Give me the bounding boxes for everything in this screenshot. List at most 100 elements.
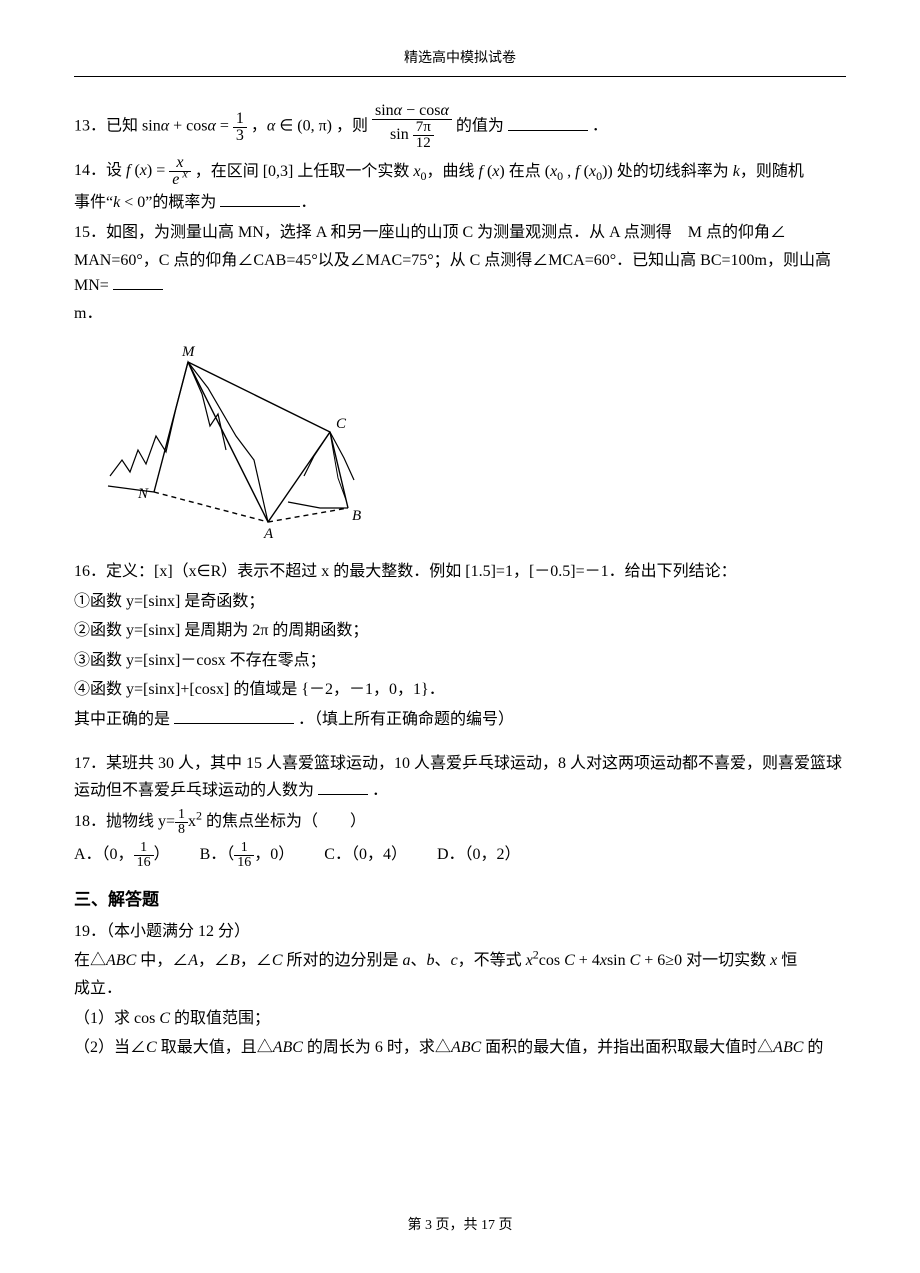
question-19-line3: 成立． [74, 976, 846, 1002]
mountain-svg: M N A B C [68, 340, 368, 540]
q18-option-b: B．（ 1 16 ，0） [200, 841, 295, 870]
q13-frac2: sinα − cosα sin 7π 12 [372, 103, 452, 151]
q18-a-num: 1 [134, 841, 154, 856]
q14-l2b: ”的概率为 [145, 194, 216, 211]
question-18-options: A．（0， 1 16 ） B．（ 1 16 ，0） C．（0，4） D．（0，2… [74, 841, 846, 870]
header-text: 精选高中模拟试卷 [404, 51, 516, 66]
q19-l3: 成立． [74, 980, 122, 997]
q13-frac2-inner-den: 12 [413, 136, 434, 151]
svg-text:M: M [181, 344, 196, 360]
q13-tail: 的值为 [456, 118, 504, 135]
q19-l1: 19．（本小题满分 12 分） [74, 923, 250, 940]
question-14-line2: 事件“k < 0”的概率为 ． [74, 190, 846, 216]
q14-mid1: ，在区间 [0,3] 上任取一个实数 x0，曲线 f (x) 在点 (x0 , … [195, 163, 804, 180]
q14-fx-frac: x e x [169, 155, 190, 188]
page-footer: 第 3 页，共 17 页 [0, 1215, 920, 1237]
q18-b-l: B．（ [200, 846, 235, 863]
q14-prefix: 14．设 [74, 163, 122, 180]
q18-tail: x2 的焦点坐标为（ ） [188, 813, 366, 830]
q18-a-r: ） [154, 846, 170, 863]
q18-option-d: D．（0，2） [437, 842, 521, 868]
q15-t1: 15．如图，为测量山高 MN，选择 A 和另一座山的山顶 C 为测量观测点．从 … [74, 224, 786, 241]
question-16-item1: ①函数 y=[sinx] 是奇函数； [74, 589, 846, 615]
q17-l2a: 运动但不喜爱乒乓球运动的人数为 [74, 782, 314, 799]
q13-frac2-num: sinα − cosα [372, 103, 452, 120]
q18-den: 8 [175, 823, 188, 837]
q19-p1: （1）求 cos C 的取值范围； [74, 1010, 270, 1027]
q13-alpha-in: ，α ∈ (0, π) [251, 118, 332, 135]
q13-period: ． [592, 118, 608, 135]
spacer [74, 737, 846, 751]
question-19-line1: 19．（本小题满分 12 分） [74, 919, 846, 945]
q13-frac2-den: sin 7π 12 [372, 120, 452, 151]
q18-b-frac: 1 16 [234, 841, 254, 870]
q14-l2a: 事件“ [74, 194, 113, 211]
svg-text:A: A [263, 526, 274, 540]
q17-l1: 17．某班共 30 人，其中 15 人喜爱篮球运动，10 人喜爱乒乓球运动，8 … [74, 755, 842, 772]
q18-a-l: A．（0， [74, 846, 134, 863]
q13-frac2-inner-num: 7π [413, 120, 434, 136]
q18-frac: 1 8 [175, 808, 188, 837]
exam-page: 精选高中模拟试卷 13．已知 sinα + cosα = 1 3 ，α ∈ (0… [0, 0, 920, 1273]
q18-b-num: 1 [234, 841, 254, 856]
q13-blank [508, 116, 588, 131]
question-19-part1: （1）求 cos C 的取值范围； [74, 1006, 846, 1032]
question-19-part2: （2）当∠C 取最大值，且△ABC 的周长为 6 时，求△ABC 面积的最大值，… [74, 1035, 846, 1061]
q13-eq1-lhs: sinα + cosα = [142, 118, 229, 135]
question-16-item4: ④函数 y=[sinx]+[cosx] 的值域是 {－2，－1，0，1}． [74, 677, 846, 703]
q16-ans-suffix: ．（填上所有正确命题的编号） [298, 711, 514, 728]
q19-l2: 在△ABC 中，∠A，∠B，∠C 所对的边分别是 a、b、c，不等式 x2cos… [74, 952, 797, 969]
q16-i2: ②函数 y=[sinx] 是周期为 2π 的周期函数； [74, 622, 368, 639]
question-16-answer: 其中正确的是 ．（填上所有正确命题的编号） [74, 707, 846, 733]
svg-text:N: N [137, 486, 149, 502]
question-15-line2: MAN=60°，C 点的仰角∠CAB=45°以及∠MAC=75°；从 C 点测得… [74, 248, 846, 299]
question-13: 13．已知 sinα + cosα = 1 3 ，α ∈ (0, π) ，则 s… [74, 103, 846, 151]
q14-period: ． [300, 194, 316, 211]
q13-eq1-den: 3 [233, 128, 247, 144]
question-19-line2: 在△ABC 中，∠A，∠B，∠C 所对的边分别是 a、b、c，不等式 x2cos… [74, 948, 846, 974]
q18-num: 1 [175, 808, 188, 823]
q13-eq1-num: 1 [233, 111, 247, 128]
q13-then: ，则 [336, 118, 368, 135]
q18-prefix: 18．抛物线 y= [74, 813, 175, 830]
footer-left: 第 [408, 1218, 422, 1233]
q18-a-den: 16 [134, 856, 154, 870]
q18-option-a: A．（0， 1 16 ） [74, 841, 170, 870]
section3-text: 三、解答题 [74, 890, 159, 909]
q14-fx-den: e x [169, 172, 190, 188]
page-header: 精选高中模拟试卷 [74, 48, 846, 77]
question-15-line1: 15．如图，为测量山高 MN，选择 A 和另一座山的山顶 C 为测量观测点．从 … [74, 220, 846, 246]
question-16-item2: ②函数 y=[sinx] 是周期为 2π 的周期函数； [74, 618, 846, 644]
q16-l1: 16．定义：[x]（x∈R）表示不超过 x 的最大整数．例如 [1.5]=1，[… [74, 563, 737, 580]
q17-blank [318, 780, 368, 795]
q14-blank [220, 192, 300, 207]
q18-option-c: C．（0，4） [324, 842, 407, 868]
q16-i4: ④函数 y=[sinx]+[cosx] 的值域是 {－2，－1，0，1}． [74, 681, 445, 698]
footer-page: 3 [425, 1218, 432, 1233]
footer-total: 17 [481, 1218, 495, 1233]
q15-unit: m． [74, 305, 102, 322]
q18-a-frac: 1 16 [134, 841, 154, 870]
q18-b-r: ，0） [254, 846, 294, 863]
footer-mid: 页，共 [436, 1218, 478, 1233]
q13-prefix: 13．已知 [74, 118, 138, 135]
q13-frac2-den-label: sin [390, 127, 409, 144]
q17-l2b: ． [372, 782, 388, 799]
q16-blank [174, 709, 294, 724]
q16-i1: ①函数 y=[sinx] 是奇函数； [74, 593, 264, 610]
svg-text:C: C [336, 416, 347, 432]
mountain-diagram: M N A B C [68, 340, 846, 549]
question-16-item3: ③函数 y=[sinx]－cosx 不存在零点； [74, 648, 846, 674]
q16-ans-prefix: 其中正确的是 [74, 711, 170, 728]
q13-frac2-inner: 7π 12 [413, 120, 434, 151]
q18-b-den: 16 [234, 856, 254, 870]
svg-text:B: B [352, 508, 361, 524]
q14-fx-label: f (x) = [126, 163, 165, 180]
q15-t2: MAN=60°，C 点的仰角∠CAB=45°以及∠MAC=75°；从 C 点测得… [74, 252, 831, 295]
q15-blank [113, 275, 163, 290]
q13-eq1-frac: 1 3 [233, 111, 247, 144]
footer-right: 页 [499, 1218, 513, 1233]
question-15-unit: m． [74, 301, 846, 327]
q19-p2: （2）当∠C 取最大值，且△ABC 的周长为 6 时，求△ABC 面积的最大值，… [74, 1039, 823, 1056]
q14-cond: k < 0 [113, 194, 145, 211]
